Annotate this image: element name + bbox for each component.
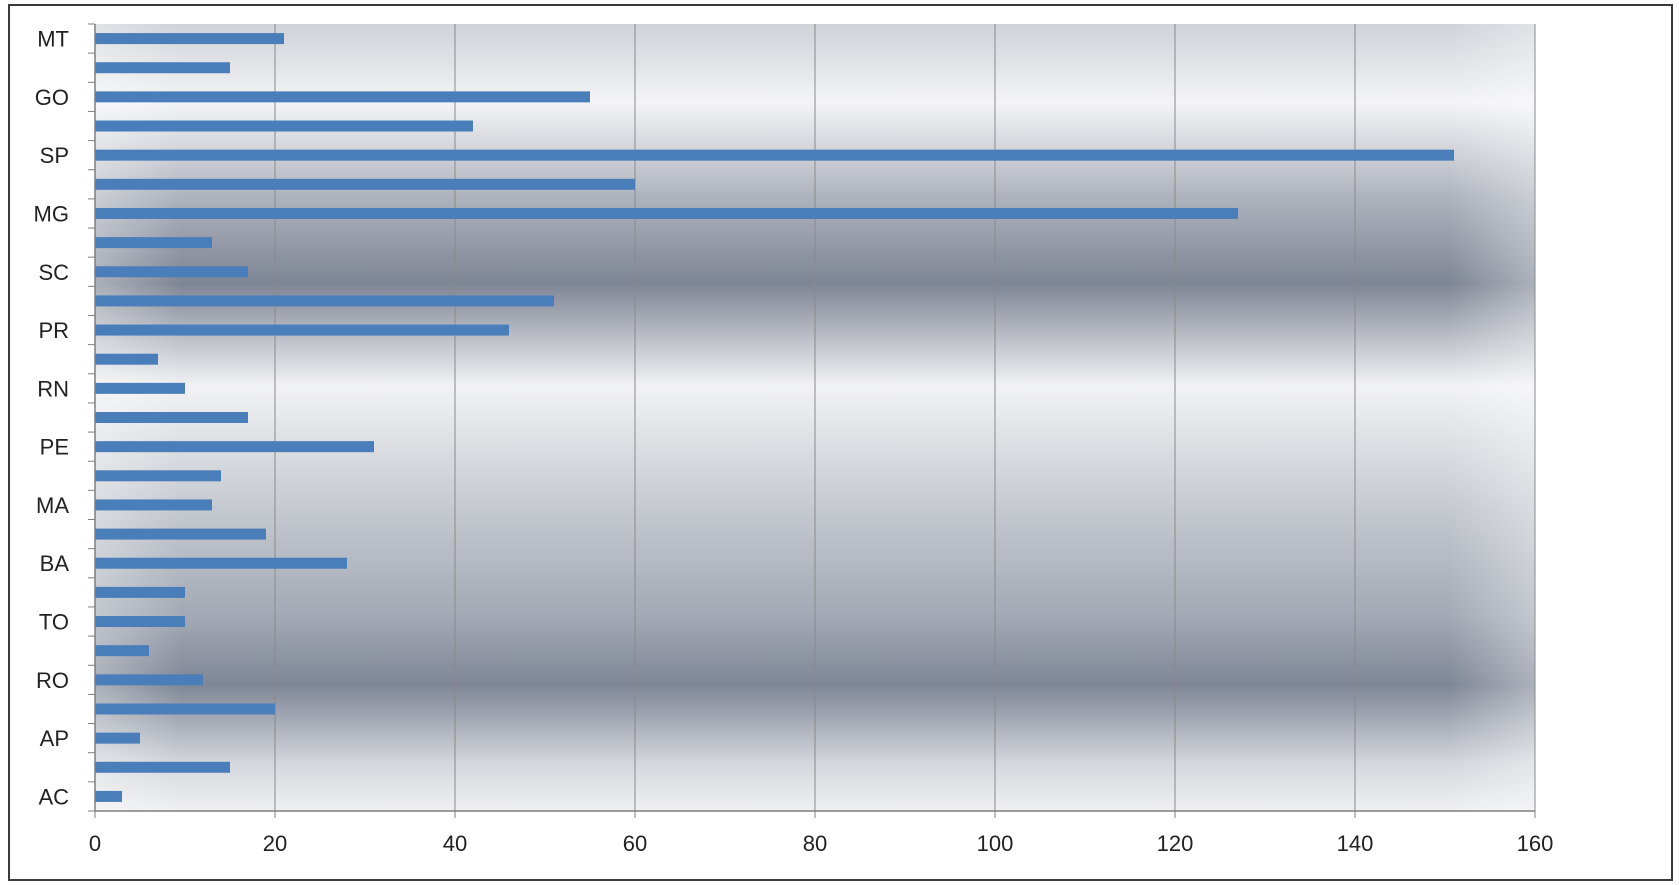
x-tick-label: 160 <box>1517 831 1554 856</box>
y-category-label: TO <box>39 610 69 635</box>
bar <box>95 295 554 307</box>
bar <box>95 674 203 686</box>
y-category-label: BA <box>40 551 70 576</box>
bar <box>95 62 230 74</box>
bar <box>95 324 509 336</box>
x-tick-label: 0 <box>89 831 101 856</box>
x-tick-label: 80 <box>803 831 827 856</box>
bar <box>95 441 374 453</box>
bar <box>95 616 185 628</box>
bar <box>95 557 347 569</box>
bar <box>95 353 158 365</box>
y-category-label: SP <box>40 143 69 168</box>
bar <box>95 178 635 190</box>
bar <box>95 703 275 715</box>
x-tick-label: 140 <box>1337 831 1374 856</box>
y-category-label: MG <box>34 201 69 226</box>
bar <box>95 33 284 45</box>
bar <box>95 645 149 657</box>
bar <box>95 149 1454 161</box>
bar <box>95 499 212 511</box>
y-category-label: RO <box>36 668 69 693</box>
y-category-label: SC <box>38 260 69 285</box>
bar <box>95 207 1238 219</box>
bar <box>95 732 140 744</box>
bar <box>95 237 212 249</box>
y-category-label: GO <box>35 85 69 110</box>
y-category-label: MT <box>37 27 69 52</box>
bar <box>95 528 266 540</box>
x-tick-label: 60 <box>623 831 647 856</box>
bar <box>95 382 185 394</box>
x-tick-label: 100 <box>977 831 1014 856</box>
bar <box>95 790 122 802</box>
x-tick-label: 120 <box>1157 831 1194 856</box>
bar <box>95 470 221 482</box>
bar <box>95 266 248 278</box>
y-category-label: AP <box>40 726 69 751</box>
y-category-label: AC <box>38 784 69 809</box>
bar <box>95 91 590 103</box>
bar <box>95 120 473 132</box>
x-tick-label: 40 <box>443 831 467 856</box>
bar <box>95 761 230 773</box>
y-category-label: PR <box>38 318 69 343</box>
y-category-label: MA <box>36 493 69 518</box>
bar <box>95 586 185 598</box>
bar <box>95 412 248 423</box>
y-category-label: PE <box>40 435 69 460</box>
x-tick-label: 20 <box>263 831 287 856</box>
y-category-label: RN <box>37 376 69 401</box>
